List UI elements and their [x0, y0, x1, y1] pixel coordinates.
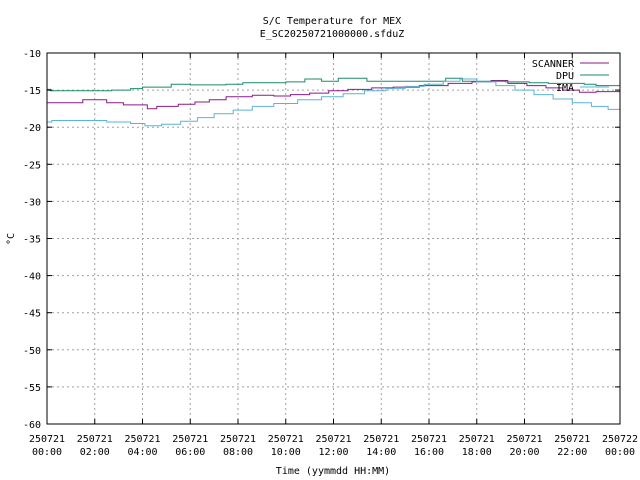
y-tick-label: -10 — [23, 49, 41, 60]
x-tick-time: 00:00 — [605, 447, 635, 458]
x-tick-time: 10:00 — [271, 447, 301, 458]
y-tick-label: -25 — [23, 160, 41, 171]
series-line-scanner — [47, 80, 621, 110]
x-tick-time: 02:00 — [80, 447, 110, 458]
x-tick-time: 22:00 — [557, 447, 587, 458]
x-tick-date: 250721 — [411, 434, 447, 445]
y-axis-label: °C — [6, 233, 17, 245]
series-line-dpu — [47, 77, 621, 92]
x-tick-date: 250721 — [29, 434, 65, 445]
x-tick-time: 04:00 — [127, 447, 157, 458]
chart-title: S/C Temperature for MEX — [263, 16, 401, 27]
x-tick-date: 250721 — [459, 434, 495, 445]
x-tick-time: 18:00 — [462, 447, 492, 458]
y-tick-label: -15 — [23, 86, 41, 97]
x-tick-date: 250721 — [315, 434, 351, 445]
y-tick-label: -20 — [23, 123, 41, 134]
x-tick-time: 08:00 — [223, 447, 253, 458]
x-tick-date: 250722 — [602, 434, 638, 445]
legend-label: DPU — [556, 71, 574, 82]
x-tick-time: 20:00 — [509, 447, 539, 458]
series-lines — [47, 77, 621, 127]
y-tick-label: -55 — [23, 383, 41, 394]
y-tick-label: -60 — [23, 420, 41, 431]
x-tick-date: 250721 — [172, 434, 208, 445]
y-tick-label: -50 — [23, 346, 41, 357]
x-tick-time: 12:00 — [318, 447, 348, 458]
x-tick-date: 250721 — [554, 434, 590, 445]
series-line-ima — [47, 78, 621, 127]
axis-ticks: -10 -15 -20 -25 -30 -35 -40 -45 -50 -55 -60 250721 0… — [23, 49, 638, 458]
y-tick-label: -40 — [23, 272, 41, 283]
x-tick-date: 250721 — [268, 434, 304, 445]
x-tick-date: 250721 — [77, 434, 113, 445]
y-tick-label: -30 — [23, 197, 41, 208]
x-tick-time: 06:00 — [175, 447, 205, 458]
x-tick-time: 16:00 — [414, 447, 444, 458]
x-tick-time: 14:00 — [366, 447, 396, 458]
y-tick-label: -35 — [23, 235, 41, 246]
x-tick-date: 250721 — [506, 434, 542, 445]
chart-subtitle: E_SC20250721000000.sfduZ — [260, 29, 405, 40]
x-tick-date: 250721 — [220, 434, 256, 445]
x-axis-label: Time (yymmdd HH:MM) — [276, 466, 390, 477]
y-tick-label: -45 — [23, 309, 41, 320]
legend-label: IMA — [556, 83, 574, 94]
x-tick-time: 00:00 — [32, 447, 62, 458]
x-tick-date: 250721 — [124, 434, 160, 445]
x-tick-date: 250721 — [363, 434, 399, 445]
legend-label: SCANNER — [532, 59, 575, 70]
grid — [47, 53, 620, 424]
